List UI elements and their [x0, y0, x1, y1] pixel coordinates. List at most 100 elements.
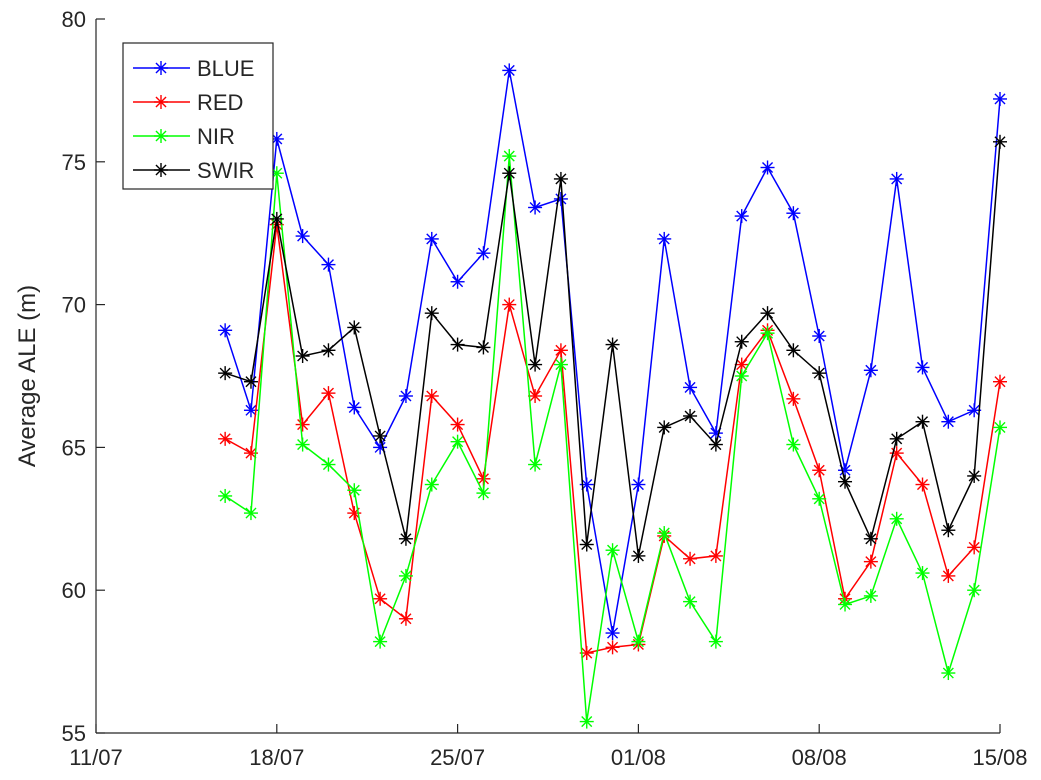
data-point: [967, 540, 982, 555]
data-point: [889, 511, 904, 526]
star-marker-stroke: [348, 401, 360, 413]
data-point: [605, 543, 620, 558]
data-point: [398, 568, 413, 583]
data-point: [786, 437, 801, 452]
star-marker-stroke: [348, 321, 360, 333]
data-point: [967, 583, 982, 598]
series-red: [218, 217, 1007, 661]
data-point: [812, 329, 827, 344]
star-marker-stroke: [994, 421, 1006, 433]
data-point: [967, 468, 982, 483]
data-point: [812, 491, 827, 506]
data-point: [450, 434, 465, 449]
star-marker-stroke: [710, 439, 722, 451]
star-marker-stroke: [503, 167, 515, 179]
data-point: [476, 246, 491, 261]
y-tick-label: 70: [62, 293, 86, 318]
data-point: [373, 634, 388, 649]
x-tick-label: 11/07: [69, 745, 122, 770]
star-marker-stroke: [839, 598, 851, 611]
series-blue: [218, 63, 1007, 641]
star-marker-stroke: [297, 419, 309, 431]
data-point: [528, 357, 543, 372]
data-point: [373, 428, 388, 443]
data-point: [424, 306, 439, 321]
star-marker-stroke: [684, 381, 696, 393]
data-point: [269, 211, 284, 226]
star-marker-stroke: [865, 590, 877, 602]
data-point: [373, 591, 388, 606]
star-marker-stroke: [607, 544, 619, 556]
star-marker-stroke: [219, 433, 231, 445]
star-marker-stroke: [529, 390, 541, 402]
star-marker-stroke: [839, 464, 851, 476]
data-point: [605, 640, 620, 655]
star-marker-stroke: [994, 136, 1006, 148]
star-marker-stroke: [607, 339, 619, 351]
star-marker-stroke: [374, 593, 386, 605]
data-point: [398, 388, 413, 403]
y-tick-label: 75: [62, 150, 86, 175]
data-point: [657, 526, 672, 541]
data-point: [889, 171, 904, 186]
star-marker-stroke: [865, 556, 877, 568]
data-point: [605, 337, 620, 352]
data-point: [863, 363, 878, 378]
star-marker-stroke: [477, 473, 489, 485]
data-point: [941, 666, 956, 681]
data-point: [786, 391, 801, 406]
data-point: [631, 548, 646, 563]
star-marker-stroke: [426, 233, 438, 245]
data-point: [321, 343, 336, 358]
star-marker-stroke: [968, 470, 980, 482]
data-point: [347, 320, 362, 335]
data-point: [502, 149, 517, 164]
star-marker-stroke: [632, 550, 644, 562]
data-point: [941, 414, 956, 429]
star-marker-stroke: [374, 441, 386, 453]
y-tick-label: 60: [62, 578, 86, 603]
star-marker-stroke: [581, 538, 593, 551]
star-marker-stroke: [916, 567, 929, 579]
data-point: [760, 306, 775, 321]
y-tick-label: 80: [62, 7, 86, 32]
data-point: [683, 380, 698, 395]
legend-entry-swir: SWIR: [133, 158, 254, 183]
data-point: [786, 343, 801, 358]
star-marker-stroke: [813, 493, 825, 505]
star-marker-stroke: [787, 439, 799, 451]
axes: [95, 19, 1000, 734]
star-marker-stroke: [736, 210, 748, 222]
star-marker-stroke: [684, 596, 696, 608]
data-point: [553, 357, 568, 372]
star-marker-stroke: [374, 430, 386, 442]
star-marker-stroke: [916, 416, 929, 428]
star-marker-stroke: [942, 416, 954, 428]
star-marker-stroke: [762, 327, 774, 339]
y-tick-label: 55: [62, 721, 86, 746]
star-marker-stroke: [400, 390, 412, 402]
data-point: [295, 437, 310, 452]
star-marker-stroke: [297, 350, 309, 362]
star-marker-stroke: [400, 613, 412, 625]
legend-entry-nir: NIR: [133, 124, 235, 149]
legend-marker: [154, 95, 168, 109]
data-point: [760, 160, 775, 175]
star-marker-stroke: [322, 259, 334, 271]
star-marker-stroke: [477, 247, 489, 259]
data-point: [657, 231, 672, 246]
data-point: [993, 420, 1007, 435]
data-point: [579, 714, 594, 729]
star-marker-stroke: [503, 150, 515, 162]
data-point: [683, 408, 698, 423]
data-point: [424, 477, 439, 492]
star-marker-stroke: [219, 490, 231, 502]
star-marker-stroke: [297, 439, 309, 451]
data-point: [657, 420, 672, 435]
star-marker-stroke: [271, 213, 283, 225]
legend-label: RED: [197, 90, 243, 115]
data-point: [941, 523, 956, 538]
star-marker-stroke: [503, 64, 515, 76]
data-point: [915, 477, 930, 492]
star-marker-stroke: [710, 636, 722, 648]
